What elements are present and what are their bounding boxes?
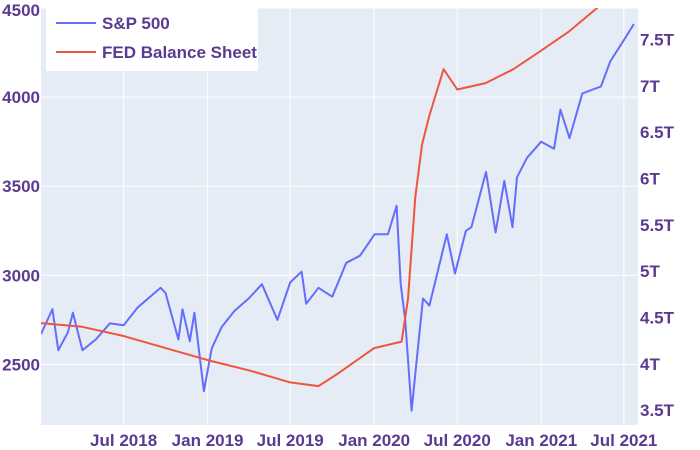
y-axis-right: 3.5T 4T 4.5T 5T 5.5T 6T 6.5T 7T 7.5T xyxy=(640,31,675,421)
y-right-tick-label: 4.5T xyxy=(640,309,675,328)
plot-background xyxy=(41,8,638,425)
x-tick-label: Jul 2021 xyxy=(590,431,657,450)
y-left-tick-label: 2500 xyxy=(2,355,40,374)
y-left-tick-label: 3500 xyxy=(2,177,40,196)
y-right-tick-label: 5T xyxy=(640,262,660,281)
series-line-sp-500 xyxy=(41,23,635,412)
x-tick-label: Jul 2020 xyxy=(424,431,491,450)
x-tick-label: Jan 2021 xyxy=(505,431,577,450)
x-tick-label: Jul 2019 xyxy=(257,431,324,450)
x-tick-label: Jul 2018 xyxy=(90,431,157,450)
y-left-tick-label: 4000 xyxy=(2,88,40,107)
y-right-tick-label: 4T xyxy=(640,355,660,374)
legend-label-fed-balance-sheet: FED Balance Sheet xyxy=(102,43,257,62)
x-axis: Jul 2018 Jan 2019 Jul 2019 Jan 2020 Jul 2020… xyxy=(90,431,657,450)
y-right-tick-label: 7.5T xyxy=(640,31,675,50)
grid xyxy=(41,7,638,425)
y-left-tick-label: 3000 xyxy=(2,266,40,285)
legend: S&P 500 FED Balance Sheet xyxy=(46,8,258,71)
legend-label-sp500: S&P 500 xyxy=(102,14,170,33)
y-right-tick-label: 5.5T xyxy=(640,216,675,235)
y-left-tick-label: 4500 xyxy=(2,1,40,20)
y-axis-left: 2500 3000 3500 4000 4500 xyxy=(2,1,40,374)
x-tick-label: Jan 2019 xyxy=(172,431,244,450)
y-right-tick-label: 6.5T xyxy=(640,123,675,142)
x-tick-label: Jan 2020 xyxy=(338,431,410,450)
y-right-tick-label: 6T xyxy=(640,170,660,189)
y-right-tick-label: 7T xyxy=(640,77,660,96)
y-right-tick-label: 3.5T xyxy=(640,401,675,420)
legend-box xyxy=(46,8,258,71)
series-layer xyxy=(41,8,635,412)
series-line-fed-balance-sheet xyxy=(41,8,599,388)
